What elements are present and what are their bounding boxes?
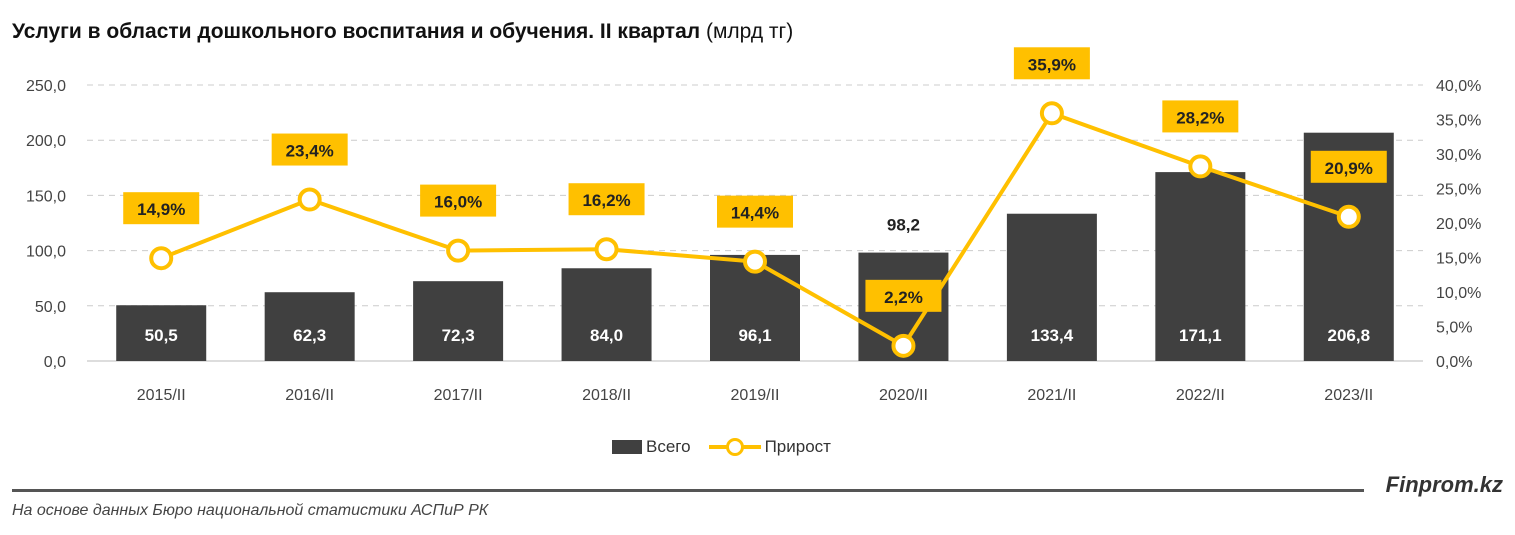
growth-label-box (420, 184, 497, 217)
legend-label-total: Всего (646, 437, 691, 456)
bar (1155, 172, 1246, 361)
y-left-tick: 50,0 (35, 299, 66, 316)
y-left-tick: 150,0 (26, 188, 66, 205)
growth-point (297, 187, 322, 212)
legend-swatch-bar (612, 440, 642, 454)
x-tick-label: 2017/II (434, 387, 483, 404)
brand-logo: Finprom.kz (1385, 472, 1503, 497)
bar (1006, 213, 1097, 361)
x-tick-label: 2019/II (731, 387, 780, 404)
y-right-tick: 20,0% (1436, 216, 1481, 233)
bar-label: 72,3 (442, 326, 475, 345)
x-tick-label: 2023/II (1324, 387, 1373, 404)
y-right-tick: 5,0% (1436, 320, 1472, 337)
bar-label: 206,8 (1328, 326, 1371, 345)
y-left-tick: 200,0 (26, 133, 66, 150)
legend-label-growth: Прирост (764, 437, 831, 456)
growth-point (891, 333, 916, 358)
y-right-tick: 40,0% (1436, 78, 1481, 95)
growth-label-box (568, 183, 645, 216)
bar-label: 62,3 (293, 326, 326, 345)
growth-label-box (1310, 150, 1387, 183)
growth-label-box (271, 133, 348, 166)
bar-label: 171,1 (1179, 326, 1222, 345)
growth-label-box (865, 279, 942, 312)
y-right-tick: 30,0% (1436, 147, 1481, 164)
y-right-tick: 25,0% (1436, 182, 1481, 199)
bar (116, 305, 207, 361)
y-right-tick: 15,0% (1436, 251, 1481, 268)
growth-label: 23,4% (286, 142, 334, 161)
growth-point (446, 238, 471, 263)
bar-label: 96,1 (738, 326, 771, 345)
x-tick-label: 2018/II (582, 387, 631, 404)
growth-point (1039, 101, 1064, 126)
growth-label: 16,2% (582, 191, 630, 210)
growth-label: 28,2% (1176, 108, 1224, 127)
growth-point (149, 246, 174, 271)
y-right-tick: 0,0% (1436, 354, 1472, 371)
footer-rule (12, 489, 1364, 492)
growth-label-box (717, 195, 793, 228)
growth-point (594, 237, 619, 262)
growth-label-box (1162, 100, 1239, 133)
growth-point (1336, 204, 1361, 229)
legend-swatch-line (708, 438, 761, 456)
bar (413, 281, 504, 361)
growth-point (743, 249, 767, 274)
bar (561, 268, 652, 361)
y-right-tick: 10,0% (1436, 285, 1481, 302)
y-left-tick: 250,0 (26, 78, 66, 95)
growth-label: 14,9% (137, 200, 185, 219)
x-tick-label: 2021/II (1027, 387, 1076, 404)
growth-label: 16,0% (434, 193, 482, 212)
x-tick-label: 2020/II (879, 387, 928, 404)
x-tick-label: 2022/II (1176, 387, 1225, 404)
bar (264, 292, 355, 361)
growth-label-box (1013, 47, 1090, 80)
growth-label: 20,9% (1325, 159, 1373, 178)
y-right-tick: 35,0% (1436, 113, 1481, 130)
growth-label: 14,4% (731, 204, 779, 223)
bar-label: 50,5 (145, 326, 178, 345)
y-left-tick: 0,0 (44, 354, 66, 371)
growth-label: 35,9% (1028, 55, 1076, 74)
y-left-tick: 100,0 (26, 244, 66, 261)
growth-label-box (123, 192, 200, 225)
x-tick-label: 2016/II (285, 387, 334, 404)
bar-label: 98,2 (887, 216, 920, 235)
bar-label: 84,0 (590, 326, 623, 345)
legend: Всего Прирост (612, 437, 831, 457)
growth-point (1188, 154, 1213, 179)
x-tick-label: 2015/II (137, 387, 186, 404)
bar-label: 133,4 (1031, 326, 1074, 345)
plot-area: 0,0 50,0 100,0 150,0 200,0 250,0 0,0% 5,0% 10,0%… (26, 47, 1481, 404)
growth-label: 2,2% (884, 288, 923, 307)
source-note: На основе данных Бюро национальной стати… (12, 502, 489, 519)
chart-title: Услуги в области дошкольного воспитания … (12, 20, 794, 43)
